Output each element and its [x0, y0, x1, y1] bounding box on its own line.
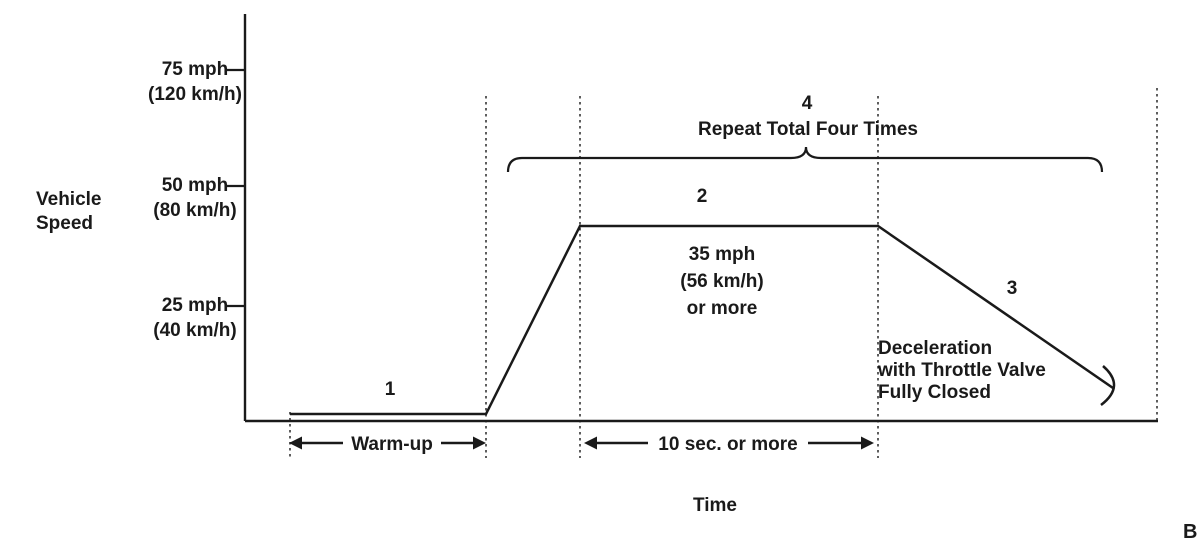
decel-line2: with Throttle Valve [878, 360, 1046, 381]
warmup-arrowhead-right [473, 436, 486, 450]
y-tick-secondary: (120 km/h) [148, 84, 242, 105]
plateau-line2: (56 km/h) [680, 271, 764, 292]
warmup-span-label: Warm-up [351, 434, 433, 455]
line-end-hook [1100, 365, 1116, 406]
y-axis-title-line2: Speed [36, 213, 94, 234]
hold-arrowhead-right [861, 436, 874, 450]
hold-duration-label: 10 sec. or more [658, 434, 798, 455]
repeat-brace [506, 146, 1104, 173]
y-tick-secondary: (40 km/h) [153, 320, 237, 341]
repeat-annotation: Repeat Total Four Times [698, 119, 918, 140]
plateau-line3: or more [686, 298, 758, 319]
y-axis-title: Vehicle Speed [36, 188, 102, 236]
y-tick-label-75mph: 75 mph (120 km/h) [139, 57, 251, 107]
decel-line1: Deceleration [878, 338, 993, 359]
y-tick-primary: 25 mph [161, 295, 229, 316]
y-tick-secondary: (80 km/h) [153, 200, 237, 221]
step-2-label: 2 [696, 186, 708, 207]
step-3-label: 3 [1006, 278, 1018, 299]
step-1-label: 1 [384, 379, 396, 400]
warmup-arrowhead-left [289, 436, 302, 450]
y-tick-primary: 50 mph [161, 175, 229, 196]
hold-arrowhead-left [584, 436, 597, 450]
corner-mark: B [1183, 521, 1198, 540]
step-4-label: 4 [801, 93, 813, 114]
decel-line3: Fully Closed [878, 382, 991, 403]
plateau-line1: 35 mph [688, 244, 756, 265]
y-tick-label-50mph: 50 mph (80 km/h) [139, 173, 251, 223]
speed-profile-line [290, 224, 1114, 416]
plateau-annotation: 35 mph (56 km/h) or more [648, 241, 796, 322]
deceleration-annotation: Deceleration with Throttle Valve Fully C… [878, 338, 1093, 404]
y-tick-label-25mph: 25 mph (40 km/h) [139, 293, 251, 343]
x-axis-title: Time [692, 495, 737, 516]
y-tick-primary: 75 mph [161, 59, 229, 80]
y-axis-title-line1: Vehicle [36, 189, 102, 210]
